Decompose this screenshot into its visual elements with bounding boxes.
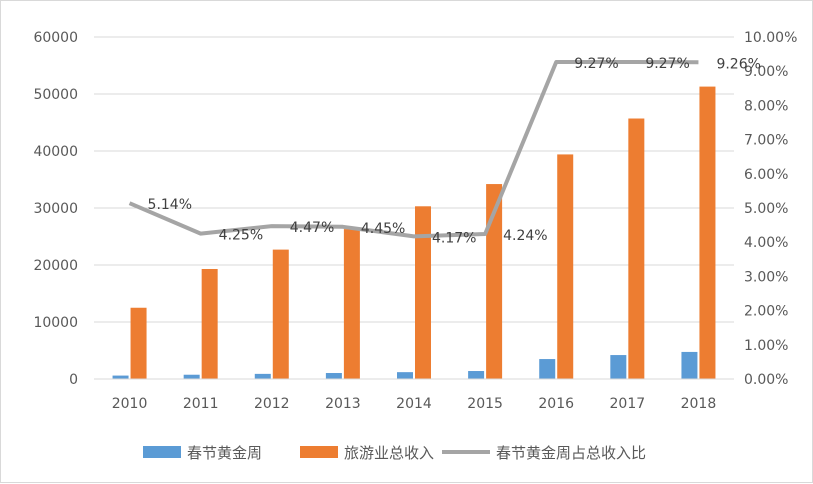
- legend-swatch: [300, 446, 338, 458]
- y-left-tick-label: 0: [69, 372, 78, 388]
- bar: [113, 376, 129, 379]
- bar: [326, 373, 342, 379]
- x-tick-label: 2013: [325, 396, 361, 412]
- bar: [255, 374, 271, 379]
- data-label: 9.27%: [645, 56, 689, 72]
- bar: [397, 372, 413, 379]
- y-left-tick-label: 50000: [33, 87, 78, 103]
- y-right-tick-label: 10.00%: [744, 30, 797, 46]
- y-right-tick-label: 7.00%: [744, 133, 788, 149]
- y-right-tick-label: 3.00%: [744, 269, 788, 285]
- y-right-tick-label: 6.00%: [744, 167, 788, 183]
- x-tick-label: 2017: [610, 396, 646, 412]
- y-right-tick-label: 2.00%: [744, 304, 788, 320]
- data-label: 4.25%: [219, 228, 263, 244]
- bar: [202, 269, 218, 379]
- bar: [628, 119, 644, 379]
- bar: [184, 375, 200, 379]
- y-left-tick-label: 30000: [33, 201, 78, 217]
- x-tick-label: 2010: [112, 396, 148, 412]
- x-tick-label: 2016: [538, 396, 574, 412]
- y-right-tick-label: 4.00%: [744, 235, 788, 251]
- x-tick-label: 2011: [183, 396, 219, 412]
- bar: [681, 352, 697, 379]
- legend-entry: 春节黄金周: [187, 444, 262, 462]
- bar: [131, 308, 147, 379]
- bar: [273, 250, 289, 379]
- legend-entry: 春节黄金周占总收入比: [496, 444, 646, 462]
- data-label: 4.24%: [503, 228, 547, 244]
- data-label: 9.27%: [574, 56, 618, 72]
- data-label: 5.14%: [148, 197, 192, 213]
- y-right-tick-label: 5.00%: [744, 201, 788, 217]
- data-label: 4.17%: [432, 230, 476, 246]
- y-left-tick-label: 40000: [33, 144, 78, 160]
- x-tick-label: 2018: [681, 396, 717, 412]
- data-label: 4.45%: [361, 221, 405, 237]
- y-right-tick-label: 8.00%: [744, 98, 788, 114]
- bar: [415, 206, 431, 379]
- ratio-line: [130, 62, 699, 236]
- y-right-tick-label: 0.00%: [744, 372, 788, 388]
- x-tick-label: 2012: [254, 396, 290, 412]
- legend-swatch: [143, 446, 181, 458]
- bar: [610, 355, 626, 379]
- y-left-tick-label: 60000: [33, 30, 78, 46]
- bar: [557, 154, 573, 379]
- bar: [539, 359, 555, 379]
- x-tick-label: 2014: [396, 396, 432, 412]
- x-tick-label: 2015: [467, 396, 503, 412]
- y-left-tick-label: 10000: [33, 315, 78, 331]
- bar: [344, 229, 360, 379]
- bar: [468, 371, 484, 379]
- legend-entry: 旅游业总收入: [344, 444, 434, 462]
- y-right-tick-label: 1.00%: [744, 338, 788, 354]
- data-label: 4.47%: [290, 220, 334, 236]
- data-label: 9.26%: [716, 56, 760, 72]
- y-left-tick-label: 20000: [33, 258, 78, 274]
- bar: [699, 87, 715, 379]
